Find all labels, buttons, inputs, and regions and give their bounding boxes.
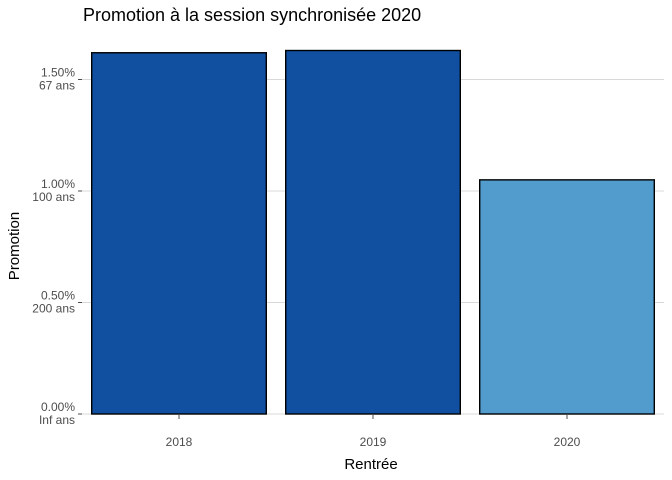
bar-2020 [479, 179, 656, 415]
y-tick-sublabel: Inf ans [39, 413, 75, 427]
bars [90, 49, 656, 415]
y-tick-sublabel: 100 ans [32, 190, 75, 204]
y-tick-label: 1.50% [41, 66, 75, 80]
x-tick-label: 2019 [360, 435, 387, 449]
x-axis-title: Rentrée [344, 456, 397, 473]
x-tick-label: 2018 [166, 435, 193, 449]
bar-2019 [285, 49, 462, 415]
chart-title: Promotion à la session synchronisée 2020 [83, 5, 421, 25]
y-tick-sublabel: 200 ans [32, 302, 75, 316]
y-tick-label: 0.50% [41, 289, 75, 303]
y-tick-sublabel: 67 ans [39, 79, 75, 93]
x-tick-label: 2020 [554, 435, 581, 449]
y-tick-label: 0.00% [41, 400, 75, 414]
bar-2018 [90, 52, 268, 415]
y-tick-label: 1.00% [41, 177, 75, 191]
x-axis-ticks: 2018 2019 2020 [166, 415, 581, 449]
y-axis-title: Promotion [6, 212, 23, 280]
y-axis-ticks: 0.00%Inf ans 0.50%200 ans 1.00%100 ans 1.50… [32, 66, 82, 427]
